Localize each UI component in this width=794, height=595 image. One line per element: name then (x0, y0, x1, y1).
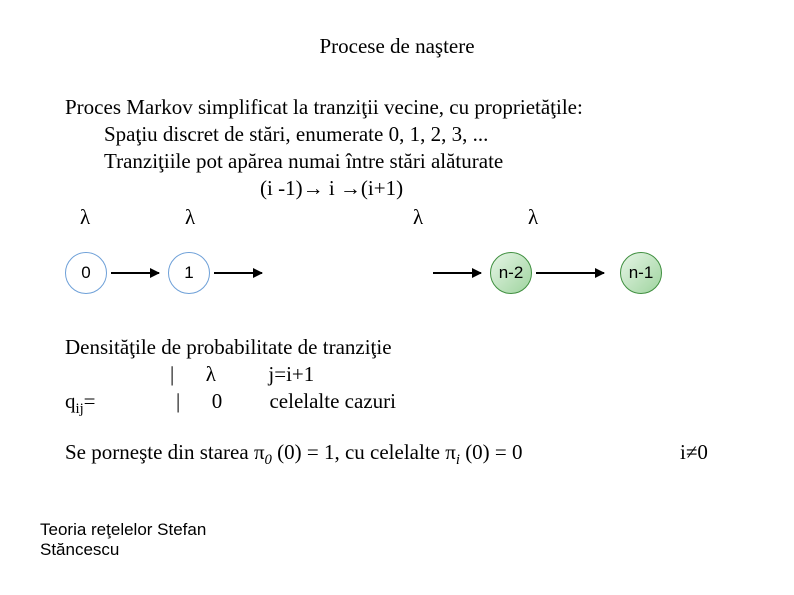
se-c: (0) = 0 (465, 440, 522, 464)
lambda-4: λ (528, 205, 538, 230)
node-1: 1 (168, 252, 210, 294)
arrow-n2-n1 (536, 272, 604, 274)
line-4: (i -1)→ i →(i+1) (260, 176, 403, 201)
markov-diagram: 0 1 n-2 n-1 (65, 252, 725, 312)
lambda-3: λ (413, 205, 423, 230)
footer-line-2: Stăncescu (40, 540, 206, 560)
density-line-2: | λ j=i+1 (170, 362, 314, 387)
arrow-0-1 (111, 272, 159, 274)
arrow-n3-n2 (433, 272, 481, 274)
se-a: Se porneşte din starea π (65, 440, 265, 464)
density-line-3: qij= | 0 celelalte cazuri (65, 389, 396, 418)
line-1: Proces Markov simplificat la tranziţii v… (65, 95, 583, 120)
cond-jip1: j=i+1 (268, 362, 314, 386)
se-b: (0) = 1, cu celelalte π (277, 440, 456, 464)
page-title: Procese de naştere (0, 34, 794, 59)
node-n-1: n-1 (620, 252, 662, 294)
density-line-1: Densităţile de probabilitate de tranziţi… (65, 335, 392, 360)
footer: Teoria reţelelor Stefan Stăncescu (40, 520, 206, 561)
se-sub0: 0 (265, 452, 272, 468)
lambda-2: λ (185, 205, 195, 230)
line-3: Tranziţiile pot apărea numai între stări… (104, 149, 503, 174)
other-cases: celelalte cazuri (269, 389, 395, 413)
q-sub: ij (76, 401, 84, 417)
zero: 0 (212, 389, 223, 413)
arrow-1-2 (214, 272, 262, 274)
i-neq-0: i≠0 (680, 440, 708, 465)
node-n-2: n-2 (490, 252, 532, 294)
start-state-line: Se porneşte din starea π0 (0) = 1, cu ce… (65, 440, 523, 469)
pipe-2: | (176, 389, 180, 413)
lambda-1: λ (80, 205, 90, 230)
pipe-1: | (170, 362, 174, 386)
lambda-dens: λ (206, 362, 216, 386)
q-eq: = (84, 389, 96, 413)
q-symbol: q (65, 389, 76, 413)
node-0: 0 (65, 252, 107, 294)
footer-line-1: Teoria reţelelor Stefan (40, 520, 206, 540)
se-subi: i (456, 452, 460, 468)
line-2: Spaţiu discret de stări, enumerate 0, 1,… (104, 122, 488, 147)
